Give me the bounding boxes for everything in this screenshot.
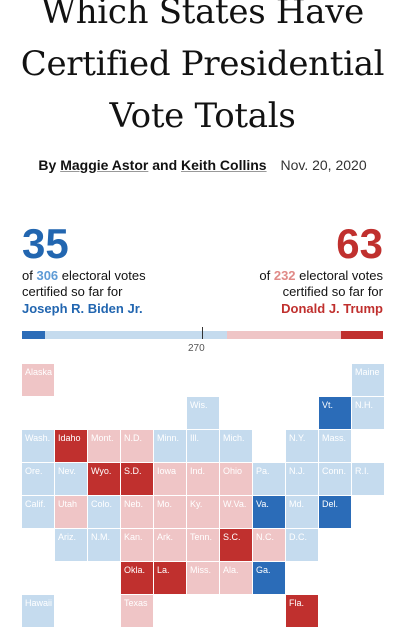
state-tile-ny[interactable]: N.Y. <box>286 430 318 462</box>
threshold-marker <box>202 327 203 339</box>
state-tile-la[interactable]: La. <box>154 562 186 594</box>
trump-pending-segment <box>227 331 341 339</box>
trump-desc-2: certified so far for <box>282 284 383 299</box>
trump-total-votes: 232 <box>273 268 296 283</box>
state-tile-wyo[interactable]: Wyo. <box>88 463 120 495</box>
biden-desc-1: electoral votes <box>61 268 146 283</box>
state-tile-iowa[interactable]: Iowa <box>154 463 186 495</box>
state-tile-sc[interactable]: S.C. <box>220 529 252 561</box>
state-tile-nd[interactable]: N.D. <box>121 430 153 462</box>
state-tile-okla[interactable]: Okla. <box>121 562 153 594</box>
biden-tally: 35 of 306 electoral votes certified so f… <box>22 222 146 317</box>
state-tile-ariz[interactable]: Ariz. <box>55 529 87 561</box>
state-tile-alaska[interactable]: Alaska <box>22 364 54 396</box>
state-tile-nm[interactable]: N.M. <box>88 529 120 561</box>
electoral-vote-bar: 270 <box>22 327 383 354</box>
state-tile-miss[interactable]: Miss. <box>187 562 219 594</box>
state-tile-ohio[interactable]: Ohio <box>220 463 252 495</box>
headline-line-3: Vote Totals <box>109 96 296 136</box>
state-tile-ind[interactable]: Ind. <box>187 463 219 495</box>
state-tile-ky[interactable]: Ky. <box>187 496 219 528</box>
biden-desc-2: certified so far for <box>22 284 123 299</box>
state-tile-ark[interactable]: Ark. <box>154 529 186 561</box>
state-tile-colo[interactable]: Colo. <box>88 496 120 528</box>
state-tile-utah[interactable]: Utah <box>55 496 87 528</box>
byline: By Maggie Astor and Keith Collins Nov. 2… <box>0 157 405 173</box>
byline-by: By <box>38 157 57 173</box>
biden-certified-count: 35 <box>22 220 69 267</box>
state-tile-conn[interactable]: Conn. <box>319 463 351 495</box>
state-tile-pa[interactable]: Pa. <box>253 463 285 495</box>
headline: Which States Have Certified Presidential… <box>0 0 405 142</box>
state-tile-hawaii[interactable]: Hawaii <box>22 595 54 627</box>
state-tile-fla[interactable]: Fla. <box>286 595 318 627</box>
state-tile-neb[interactable]: Neb. <box>121 496 153 528</box>
state-tile-sd[interactable]: S.D. <box>121 463 153 495</box>
state-tile-nc[interactable]: N.C. <box>253 529 285 561</box>
state-tile-wash[interactable]: Wash. <box>22 430 54 462</box>
trump-tally: 63 of 232 electoral votes certified so f… <box>259 222 383 317</box>
state-tile-nj[interactable]: N.J. <box>286 463 318 495</box>
state-tile-mont[interactable]: Mont. <box>88 430 120 462</box>
state-tile-mass[interactable]: Mass. <box>319 430 351 462</box>
state-tile-del[interactable]: Del. <box>319 496 351 528</box>
headline-line-2: Certified Presidential <box>20 44 385 84</box>
state-tile-mo[interactable]: Mo. <box>154 496 186 528</box>
state-tile-tenn[interactable]: Tenn. <box>187 529 219 561</box>
headline-line-1: Which States Have <box>41 0 364 32</box>
biden-name: Joseph R. Biden Jr. <box>22 301 143 316</box>
trump-desc-line-1: of 232 electoral votes <box>259 268 383 284</box>
state-tile-dc[interactable]: D.C. <box>286 529 318 561</box>
state-tile-kan[interactable]: Kan. <box>121 529 153 561</box>
state-tile-vt[interactable]: Vt. <box>319 397 351 429</box>
state-tile-idaho[interactable]: Idaho <box>55 430 87 462</box>
trump-of: of <box>259 268 271 283</box>
trump-certified-count: 63 <box>336 220 383 267</box>
state-tile-md[interactable]: Md. <box>286 496 318 528</box>
state-tile-maine[interactable]: Maine <box>352 364 384 396</box>
biden-certified-segment <box>22 331 46 339</box>
state-tile-ga[interactable]: Ga. <box>253 562 285 594</box>
state-tile-nev[interactable]: Nev. <box>55 463 87 495</box>
trump-certified-segment <box>340 331 383 339</box>
author-link-1[interactable]: Maggie Astor <box>60 157 149 173</box>
state-tile-mich[interactable]: Mich. <box>220 430 252 462</box>
byline-and: and <box>152 157 178 173</box>
trump-name: Donald J. Trump <box>281 301 383 316</box>
state-tile-minn[interactable]: Minn. <box>154 430 186 462</box>
state-tile-calif[interactable]: Calif. <box>22 496 54 528</box>
biden-pending-segment <box>45 331 228 339</box>
state-tile-nh[interactable]: N.H. <box>352 397 384 429</box>
author-link-2[interactable]: Keith Collins <box>181 157 267 173</box>
state-tile-wis[interactable]: Wis. <box>187 397 219 429</box>
biden-of: of <box>22 268 33 283</box>
state-tile-wva[interactable]: W.Va. <box>220 496 252 528</box>
publish-date: Nov. 20, 2020 <box>280 157 367 173</box>
trump-desc-1: electoral votes <box>299 268 383 283</box>
state-tile-va[interactable]: Va. <box>253 496 285 528</box>
state-tile-ill[interactable]: Ill. <box>187 430 219 462</box>
state-tile-texas[interactable]: Texas <box>121 595 153 627</box>
threshold-label: 270 <box>188 343 205 354</box>
biden-desc-line-1: of 306 electoral votes <box>22 268 146 284</box>
state-tile-ala[interactable]: Ala. <box>220 562 252 594</box>
state-tile-ore[interactable]: Ore. <box>22 463 54 495</box>
state-tile-ri[interactable]: R.I. <box>352 463 384 495</box>
biden-total-votes: 306 <box>36 268 59 283</box>
